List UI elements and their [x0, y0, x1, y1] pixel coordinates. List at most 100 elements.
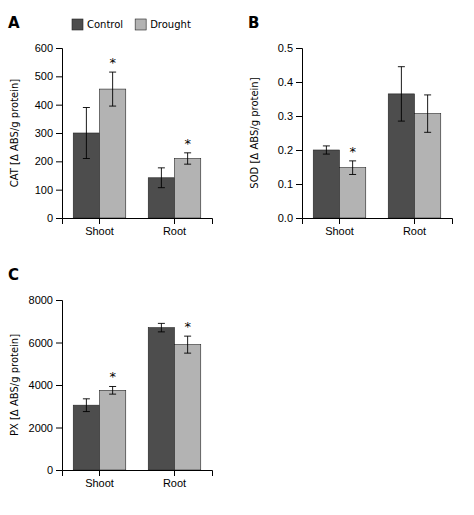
y-tick: 0.1 [278, 178, 302, 190]
bar [175, 159, 201, 219]
tick-mark [296, 116, 302, 117]
x-tick: Root [163, 470, 186, 489]
tick-label: 0.4 [278, 76, 293, 88]
tick-mark [56, 133, 62, 134]
tick-mark [56, 161, 62, 162]
panel: *0.00.10.20.30.40.5ShootRootSOD [Δ ABS/g… [248, 14, 453, 237]
significance-label: * [109, 369, 116, 384]
y-tick: 600 [35, 42, 62, 54]
tick-label: Shoot [85, 477, 114, 489]
legend-swatch [72, 19, 83, 30]
tick-mark [56, 300, 62, 301]
x-axis: Shoot Root [63, 470, 213, 489]
panel: **0100200300400500600ShootRootCAT [Δ ABS… [8, 14, 213, 237]
tick-label: 0.1 [278, 178, 293, 190]
error-bar [184, 336, 191, 353]
tick-mark [99, 470, 100, 476]
bar-series [340, 95, 441, 218]
tick-mark [56, 470, 62, 471]
tick-mark [56, 385, 62, 386]
legend: Control Drought [72, 19, 191, 30]
tick-mark [414, 218, 415, 224]
error-bar [83, 399, 90, 412]
bar [148, 328, 174, 470]
y-axis-title: CAT [Δ ABS/g protein] [9, 79, 20, 188]
significance-label: * [184, 319, 191, 334]
significance-labels: * [349, 144, 356, 159]
error-bar [349, 161, 356, 175]
tick-label: 2000 [29, 422, 53, 434]
y-axis-title: SOD [Δ ABS/g protein] [249, 77, 260, 188]
axis-line [56, 49, 63, 219]
y-tick: 2000 [29, 422, 62, 434]
tick-mark [56, 218, 62, 219]
significance-labels: ** [109, 55, 191, 151]
tick-label: 4000 [29, 379, 53, 391]
tick-label: Root [163, 225, 186, 237]
x-tick: Root [163, 218, 186, 237]
tick-label: Shoot [85, 225, 114, 237]
tick-mark [174, 218, 175, 224]
error-bar [83, 108, 90, 159]
y-tick: 100 [35, 184, 62, 196]
tick-mark [296, 82, 302, 83]
y-axis: 0100200300400500600 [35, 42, 63, 224]
bar-series [313, 67, 414, 218]
x-axis: Shoot Root [63, 218, 213, 237]
x-tick: Shoot [325, 218, 354, 237]
bar-series [100, 336, 201, 470]
bar [100, 89, 126, 218]
y-axis: 0.00.10.20.30.40.5 [278, 42, 303, 224]
tick-mark [56, 343, 62, 344]
error-bar [398, 67, 405, 121]
y-axis-title: PX [Δ ABS/g protein] [9, 334, 20, 436]
panel-label: B [248, 14, 259, 32]
bar-series [73, 323, 174, 470]
y-tick: 0.3 [278, 110, 302, 122]
tick-mark [174, 470, 175, 476]
legend-label: Control [87, 19, 123, 30]
y-tick: 4000 [29, 379, 62, 391]
tick-mark [56, 76, 62, 77]
significance-label: * [349, 144, 356, 159]
tick-label: 100 [35, 184, 53, 196]
significance-label: * [109, 55, 116, 70]
panel-label: A [8, 14, 20, 32]
tick-label: Shoot [325, 225, 354, 237]
error-bar [424, 95, 431, 132]
bar-series [100, 72, 201, 218]
legend-label: Drought [150, 19, 191, 30]
panel: **02000400060008000ShootRootPX [Δ ABS/g … [8, 266, 213, 489]
plot-area [313, 67, 441, 218]
error-bar [184, 153, 191, 164]
error-bar [109, 386, 116, 394]
figure: **0100200300400500600ShootRootCAT [Δ ABS… [0, 0, 474, 515]
tick-label: 0.5 [278, 42, 293, 54]
tick-mark [296, 150, 302, 151]
bar [100, 390, 126, 470]
axis-line [296, 49, 303, 219]
x-tick: Shoot [85, 218, 114, 237]
error-bar [158, 323, 165, 332]
tick-mark [56, 48, 62, 49]
tick-mark [99, 218, 100, 224]
plot-area [73, 72, 201, 218]
significance-labels: ** [109, 319, 191, 384]
error-bar [323, 146, 330, 154]
error-bar [109, 72, 116, 106]
y-tick: 300 [35, 127, 62, 139]
tick-mark [56, 105, 62, 106]
panel-label: C [8, 266, 19, 284]
error-bar [158, 168, 165, 188]
x-tick: Shoot [85, 470, 114, 489]
tick-label: 500 [35, 70, 53, 82]
tick-mark [296, 48, 302, 49]
tick-label: 0.2 [278, 144, 293, 156]
tick-label: 6000 [29, 337, 53, 349]
tick-label: Root [403, 225, 426, 237]
tick-label: 8000 [29, 294, 53, 306]
axis-line [56, 301, 63, 471]
tick-mark [296, 184, 302, 185]
tick-label: 200 [35, 155, 53, 167]
bar [175, 345, 201, 470]
